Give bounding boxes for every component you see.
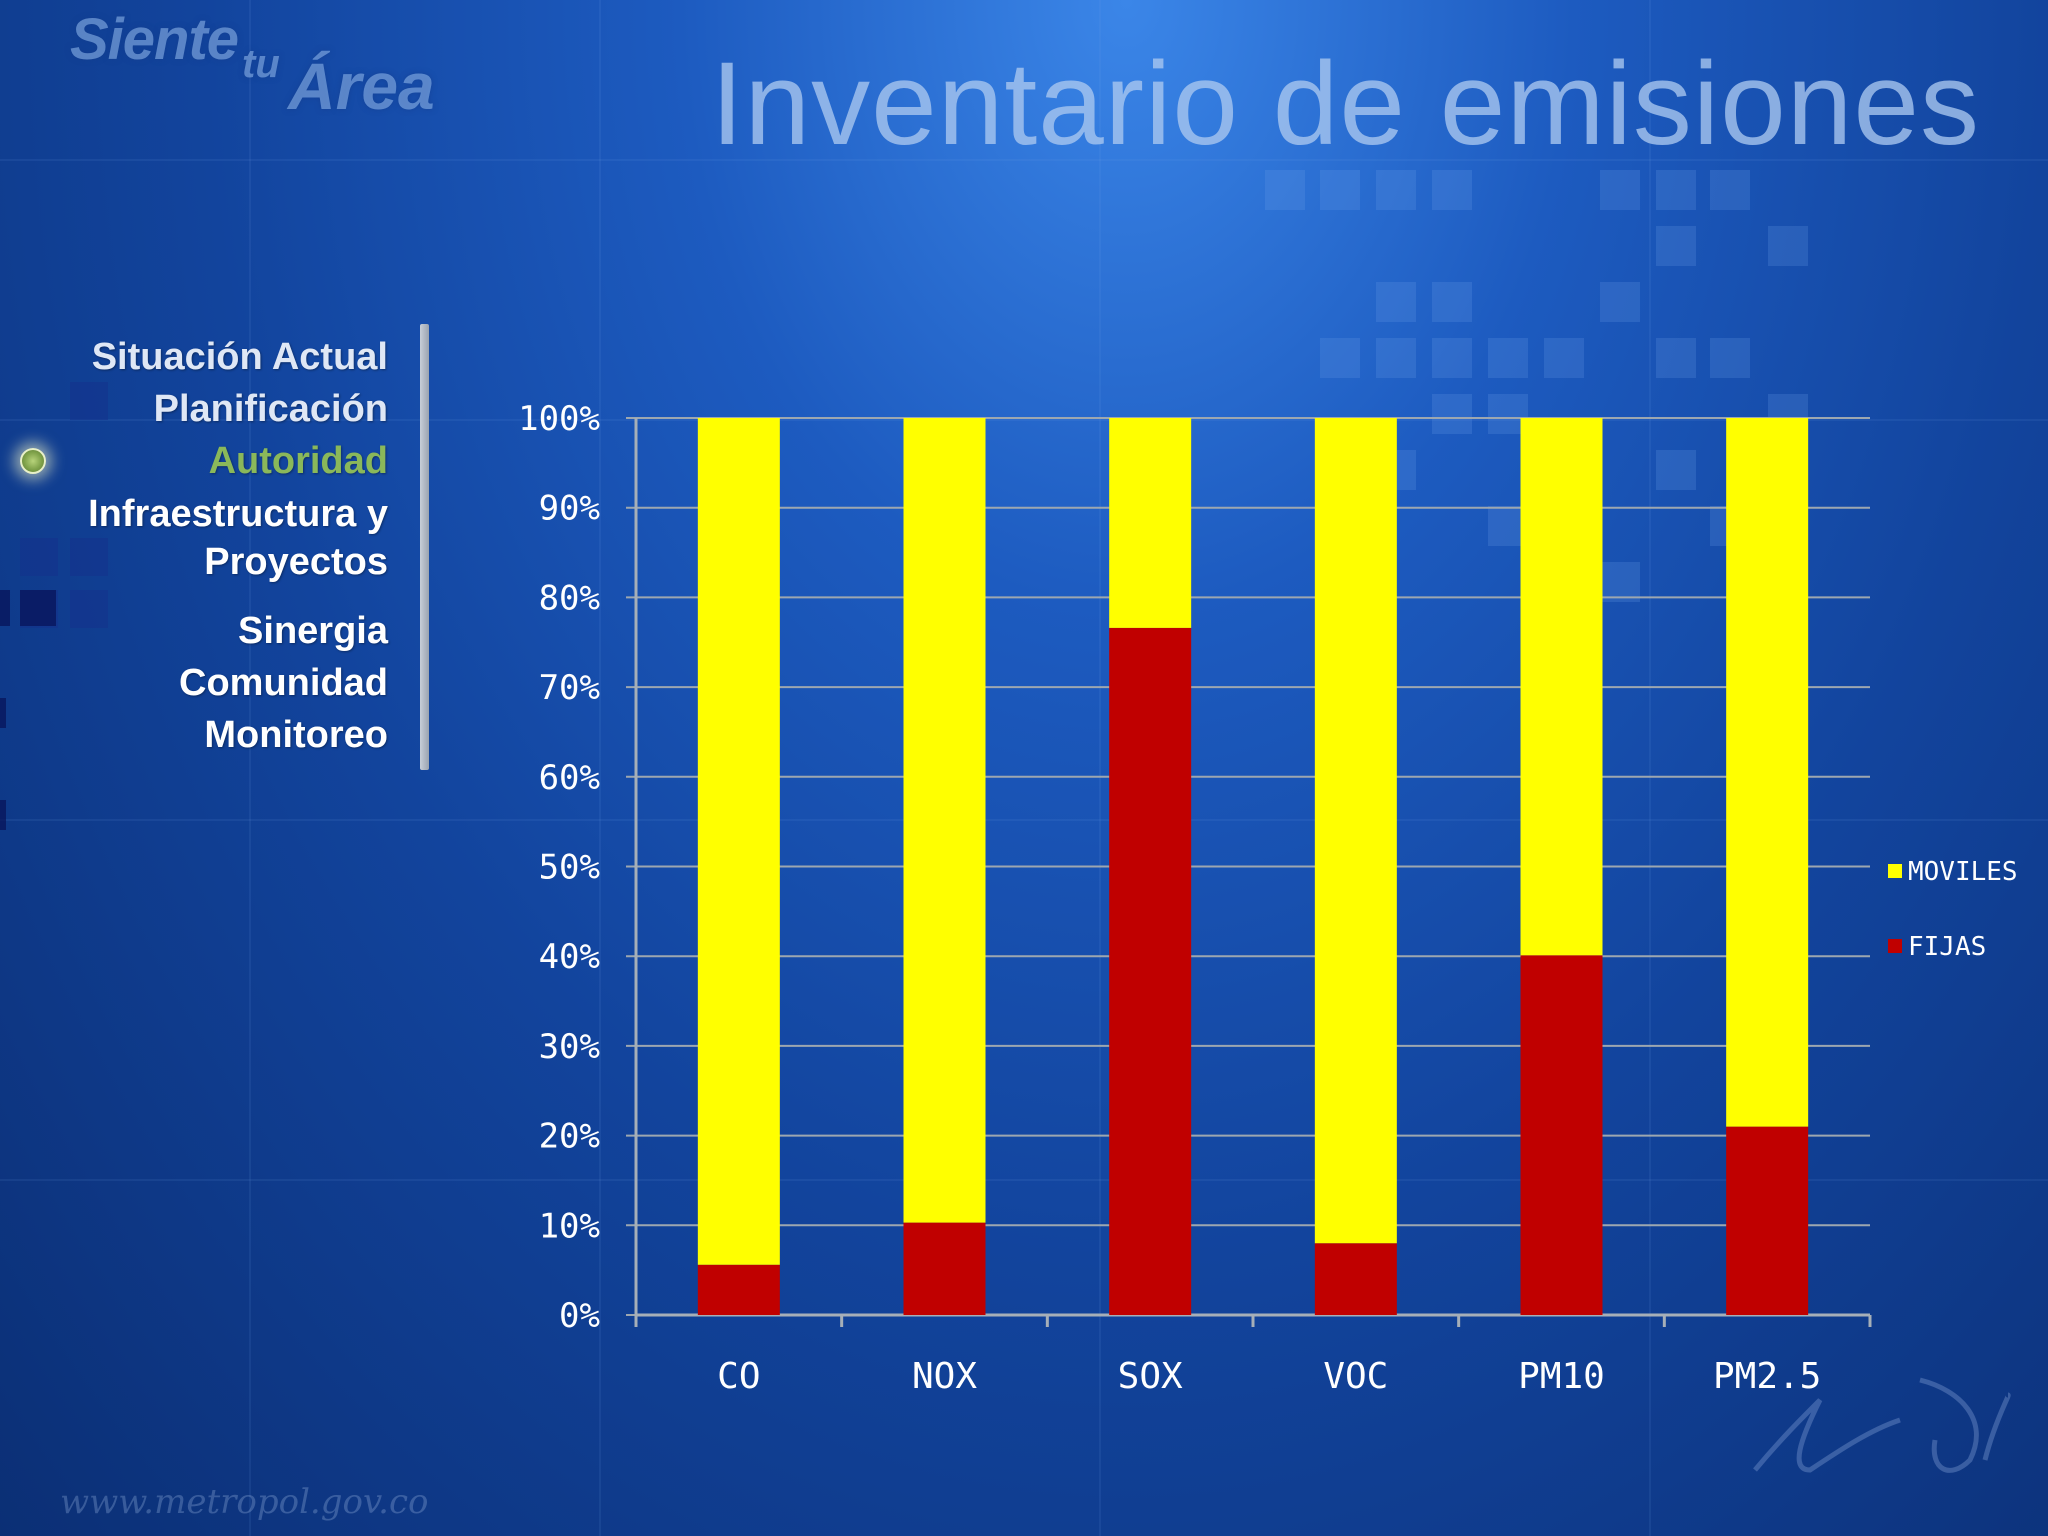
nav-item-infraestructura-proyectos[interactable]: Infraestructura y Proyectos — [88, 493, 388, 583]
y-tick-label: 50% — [539, 848, 600, 888]
legend-swatch-fijas — [1888, 939, 1902, 953]
bar-fijas-voc — [1314, 1243, 1397, 1315]
bar-fijas-pm25 — [1726, 1126, 1809, 1315]
site-logo: Siente tu Área — [70, 4, 490, 123]
y-tick-label: 40% — [539, 937, 600, 977]
y-tick-label: 90% — [539, 489, 600, 529]
x-tick-label: PM10 — [1518, 1356, 1605, 1397]
bar-moviles-sox — [1109, 418, 1192, 628]
bar-fijas-co — [697, 1264, 780, 1315]
y-tick-label: 100% — [518, 399, 600, 439]
legend-swatch-moviles — [1888, 864, 1902, 878]
legend-label-moviles: MOVILES — [1908, 857, 2018, 887]
bar-moviles-pm10 — [1520, 418, 1603, 956]
nav-item-situacion-actual[interactable]: Situación Actual — [91, 336, 388, 378]
x-tick-label: PM2.5 — [1713, 1356, 1821, 1397]
nav-item-autoridad[interactable]: Autoridad — [208, 440, 388, 482]
bar-moviles-voc — [1314, 418, 1397, 1244]
logo-word-siente: Siente — [70, 7, 239, 72]
nav-item-sinergia[interactable]: Sinergia — [238, 610, 388, 652]
bar-moviles-pm25 — [1726, 418, 1809, 1127]
active-bullet-icon — [20, 448, 46, 474]
y-tick-label: 30% — [539, 1027, 600, 1067]
nav-item-planificacion[interactable]: Planificación — [153, 388, 388, 430]
nav-item-comunidad[interactable]: Comunidad — [179, 662, 388, 704]
footer-url: www.metropol.gov.co — [60, 1482, 429, 1522]
bar-fijas-nox — [903, 1222, 986, 1315]
y-tick-label: 20% — [539, 1117, 600, 1157]
legend-label-fijas: FIJAS — [1908, 932, 1986, 962]
x-tick-label: SOX — [1118, 1356, 1183, 1397]
logo-word-tu: tu — [242, 42, 280, 86]
nav-item-monitoreo[interactable]: Monitoreo — [204, 714, 388, 756]
y-tick-label: 70% — [539, 668, 600, 708]
y-tick-label: 0% — [559, 1296, 600, 1336]
x-tick-label: VOC — [1323, 1356, 1388, 1397]
x-tick-label: NOX — [912, 1356, 977, 1397]
y-tick-label: 60% — [539, 758, 600, 798]
bar-fijas-pm10 — [1520, 955, 1603, 1315]
bar-moviles-nox — [903, 418, 986, 1223]
logo-word-area: Área — [288, 49, 435, 123]
x-tick-label: CO — [717, 1356, 760, 1397]
nav-divider — [420, 324, 429, 770]
y-tick-label: 10% — [539, 1206, 600, 1246]
y-tick-label: 80% — [539, 578, 600, 618]
page-title: Inventario de emisiones — [710, 38, 1980, 170]
side-navigation: Situación Actual Planificación Autoridad… — [40, 334, 388, 764]
bar-moviles-co — [697, 418, 780, 1265]
bar-fijas-sox — [1109, 627, 1192, 1315]
